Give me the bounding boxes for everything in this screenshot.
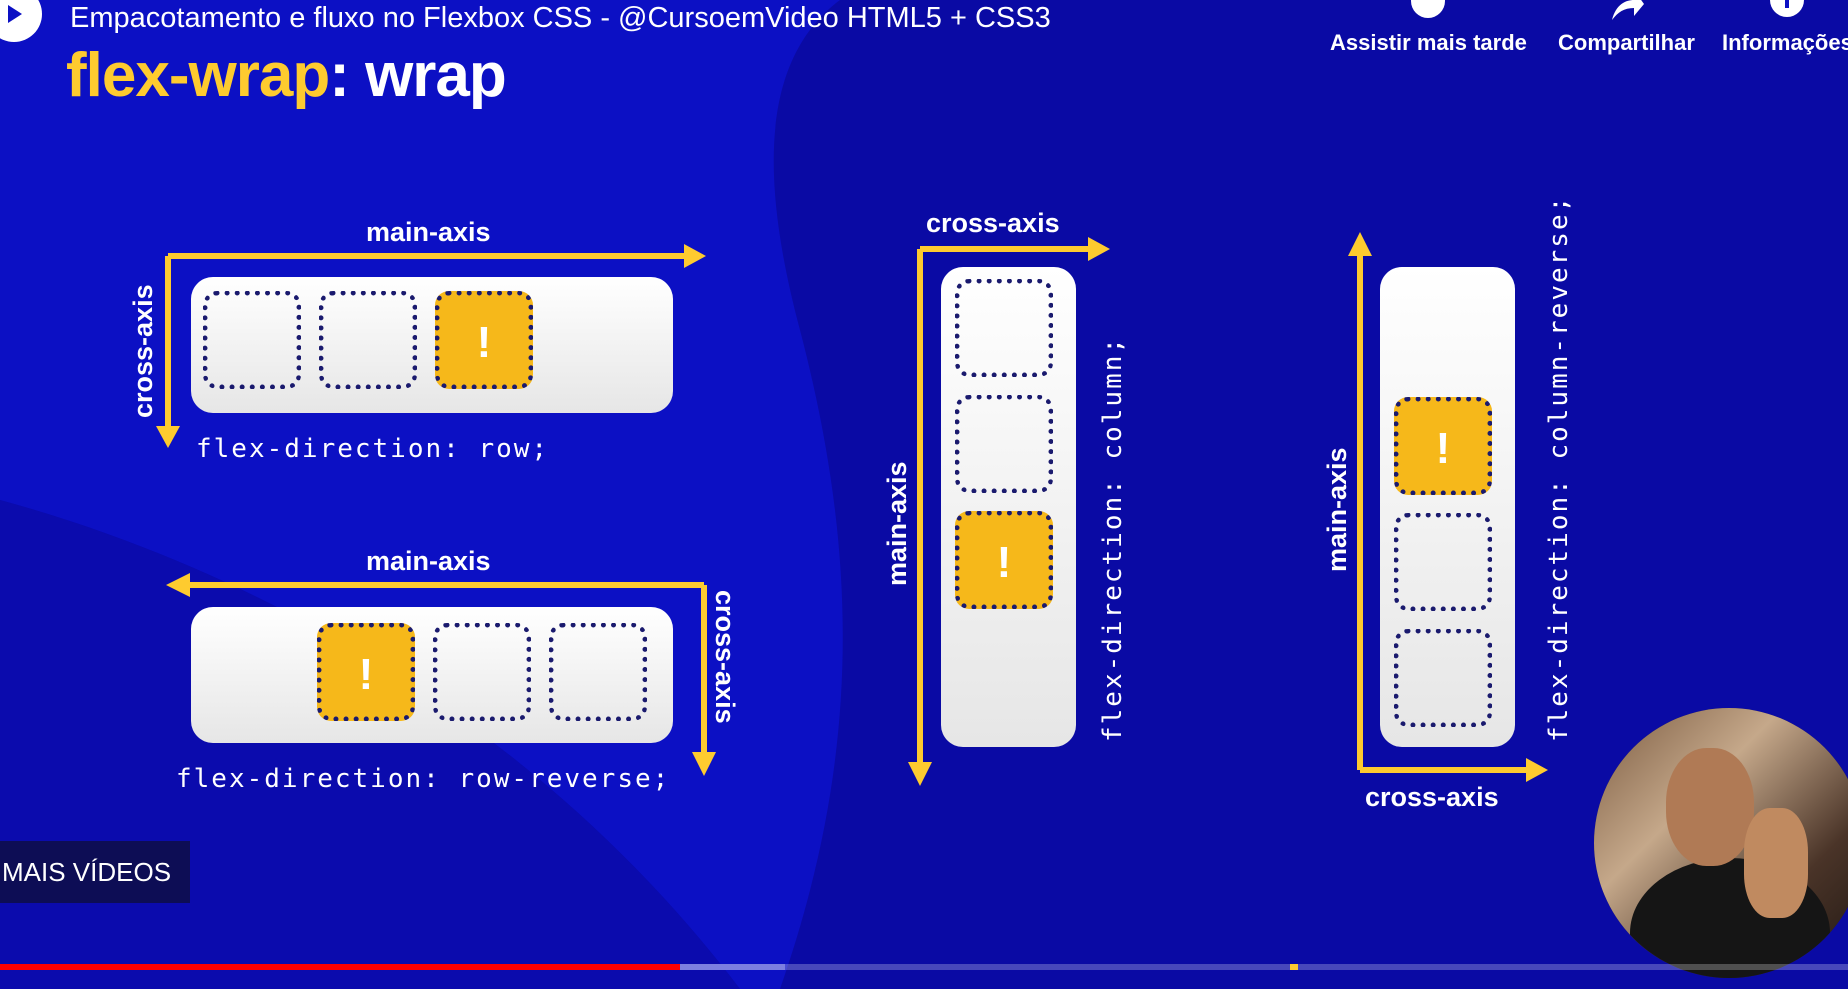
column-reverse-flex-container: ! xyxy=(1380,267,1515,747)
column-cross-axis-label: cross-axis xyxy=(926,208,1060,238)
row-reverse-main-axis-label: main-axis xyxy=(366,546,491,576)
row-reverse-item-2 xyxy=(433,623,531,721)
row-flex-container: ! xyxy=(191,277,673,413)
column-item-2 xyxy=(955,395,1053,493)
info-button[interactable]: Informações xyxy=(1722,0,1848,56)
slide-heading: flex-wrap: wrap xyxy=(66,40,507,111)
progress-track xyxy=(0,964,1848,970)
heading-property: flex-wrap xyxy=(66,41,330,110)
video-title[interactable]: Empacotamento e fluxo no Flexbox CSS - @… xyxy=(70,2,1051,34)
column-flex-container: ! xyxy=(941,267,1076,747)
row-reverse-item-3 xyxy=(549,623,647,721)
column-reverse-cross-axis-label: cross-axis xyxy=(1365,782,1499,812)
more-videos-button[interactable]: MAIS VÍDEOS xyxy=(0,841,190,903)
column-reverse-item-3 xyxy=(1394,629,1492,727)
row-main-axis-label: main-axis xyxy=(366,217,491,247)
info-icon xyxy=(1770,0,1805,17)
row-item-3-highlighted: ! xyxy=(435,291,533,389)
play-icon xyxy=(8,5,22,23)
column-item-3-highlighted: ! xyxy=(955,511,1053,609)
row-code: flex-direction: row; xyxy=(196,434,550,464)
row-cross-axis-label: cross-axis xyxy=(128,284,158,418)
column-reverse-item-2 xyxy=(1394,513,1492,611)
share-button[interactable]: Compartilhar xyxy=(1558,0,1695,56)
column-reverse-item-1-highlighted: ! xyxy=(1394,397,1492,495)
row-reverse-item-1-highlighted: ! xyxy=(317,623,415,721)
info-label: Informações xyxy=(1722,30,1848,55)
row-item-2 xyxy=(319,291,417,389)
heading-value: : wrap xyxy=(329,41,507,110)
column-item-1 xyxy=(955,279,1053,377)
share-icon xyxy=(1612,0,1645,20)
column-reverse-main-axis-label: main-axis xyxy=(1322,447,1352,572)
row-reverse-code: flex-direction: row-reverse; xyxy=(176,764,671,794)
share-label: Compartilhar xyxy=(1558,30,1695,55)
row-item-1 xyxy=(203,291,301,389)
progress-marker xyxy=(1290,964,1298,970)
channel-logo[interactable] xyxy=(0,0,42,42)
presenter-webcam xyxy=(1594,708,1848,978)
column-reverse-code: flex-direction: column-reverse; xyxy=(1544,194,1574,742)
row-reverse-cross-axis-label: cross-axis xyxy=(710,590,740,724)
column-main-axis-label: main-axis xyxy=(882,461,912,586)
watch-later-button[interactable]: Assistir mais tarde xyxy=(1330,0,1527,56)
row-reverse-flex-container: ! xyxy=(191,607,673,743)
watch-later-label: Assistir mais tarde xyxy=(1330,30,1527,55)
progress-played xyxy=(0,964,680,970)
progress-bar[interactable] xyxy=(0,964,1848,970)
clock-icon xyxy=(1411,0,1446,18)
column-code: flex-direction: column; xyxy=(1098,335,1128,742)
